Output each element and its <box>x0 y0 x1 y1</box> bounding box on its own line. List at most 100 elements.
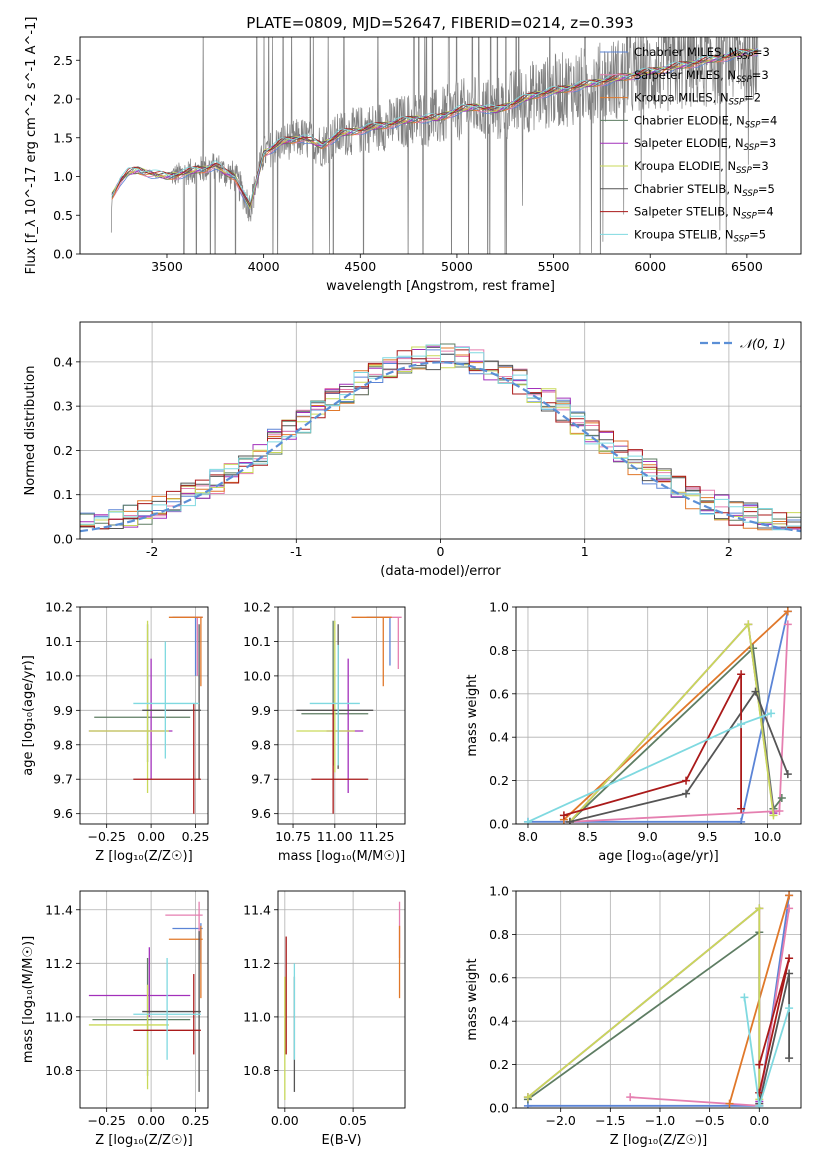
mass_vs_ebv-axes: 0.00 0.05 10.8 11.0 11.2 11.4 E(B-V) <box>243 890 406 1148</box>
spectrum-ytick-label: 1.5 <box>53 130 73 145</box>
spectrum-plot-area <box>110 37 759 254</box>
age_vs_mass-xtick-label: 10.75 <box>275 829 311 844</box>
mw_vs_age-line-kroupa-stelib <box>527 712 772 823</box>
mw_vs_age-xtick-label: 8.5 <box>578 829 598 844</box>
mass_vs_Z-axes: −0.25 0.00 0.25 10.8 11.0 11.2 11.4 Z [log₁₀(Z/… <box>21 890 209 1148</box>
mw_vs_Z-axes: −2.0 −1.5 −1.0 −0.5 0.0 0.0 0.2 0.4 0.6 0.8 1.0 Z [… <box>465 884 802 1148</box>
age_vs_mass-plot-area <box>296 616 402 814</box>
spectrum-model-salpeter-miles <box>111 53 759 208</box>
spectrum-xtick-label: 5500 <box>538 259 570 274</box>
mass_vs_Z-ytick-label: 11.4 <box>45 902 73 917</box>
legend-label-salpeter-miles: Salpeter MILES, NSSP=3 <box>634 68 769 85</box>
residuals-xtick-label: 2 <box>725 544 733 559</box>
mw_vs_age-marker-chabrier-elodie <box>749 644 758 653</box>
age_vs_mass-ytick-label: 9.7 <box>251 772 271 787</box>
age_vs_Z-ytick-label: 9.8 <box>53 737 73 752</box>
mass_vs_Z-xtick-label: 0.00 <box>137 1113 165 1128</box>
age_vs_Z-ytick-label: 10.0 <box>45 668 73 683</box>
mw_vs_Z-line-chabrier-miles <box>527 895 790 1107</box>
mw_vs_Z-ylabel: mass weight <box>465 958 480 1040</box>
mw_vs_age-ytick-label: 0.0 <box>489 817 509 832</box>
mass_vs_Z-xtick-label: −0.25 <box>88 1113 126 1128</box>
mw_vs_age-marker-kroupa-stelib <box>737 720 746 729</box>
mw_vs_age-frame <box>515 606 802 825</box>
mw_vs_Z-xtick-label: −1.0 <box>645 1113 675 1128</box>
mass_vs_ebv-ytick-label: 10.8 <box>243 1063 271 1078</box>
spectrum-model-kroupa-elodie <box>111 48 759 210</box>
mw_vs_age-xtick-label: 10.0 <box>754 829 782 844</box>
mw_vs_Z-marker-kroupa-stelib <box>785 1004 794 1013</box>
mass_vs_ebv-ytick-label: 11.0 <box>243 1009 271 1024</box>
mw_vs_age-axes: 8.0 8.5 9.0 9.5 10.0 0.0 0.2 0.4 0.6 0.8 1.0 age [l… <box>465 600 802 864</box>
age_vs_Z-ytick-label: 9.7 <box>53 772 73 787</box>
legend-label-kroupa-miles: Kroupa MILES, NSSP=2 <box>634 91 761 108</box>
age_vs_Z-xtick-label: 0.00 <box>137 829 165 844</box>
mw_vs_Z-ytick-label: 0.4 <box>489 1014 509 1029</box>
residuals-ytick-label: 0.0 <box>53 532 73 547</box>
normal-legend-label: 𝒩(0, 1) <box>740 336 786 351</box>
spectrum-xtick-label: 6500 <box>731 259 763 274</box>
spectrum-xlabel: wavelength [Angstrom, rest frame] <box>326 279 555 294</box>
residuals-ylabel: Normed distribution <box>23 366 38 496</box>
age_vs_Z-xtick-label: 0.25 <box>182 829 210 844</box>
age_vs_mass-ytick-label: 10.0 <box>243 668 271 683</box>
mw_vs_Z-xtick-label: −0.5 <box>694 1113 724 1128</box>
spectrum-xtick-label: 3500 <box>151 259 183 274</box>
age_vs_Z-ylabel: age [log₁₀(age/yr)] <box>21 655 36 776</box>
mw_vs_age-ytick-label: 0.8 <box>489 643 509 658</box>
figure-title: PLATE=0809, MJD=52647, FIBERID=0214, z=0… <box>246 14 633 32</box>
spectrum-model-chabrier-elodie <box>111 49 758 209</box>
legend-label-salpeter-stelib: Salpeter STELIB, NSSP=4 <box>634 205 774 222</box>
mw_vs_age-ytick-label: 0.6 <box>489 686 509 701</box>
age_vs_mass-ytick-label: 10.2 <box>243 600 271 615</box>
mw_vs_Z-xtick-label: −2.0 <box>546 1113 576 1128</box>
mw_vs_Z-line-kroupa-elodie <box>527 906 761 1100</box>
mw_vs_Z-ytick-label: 0.0 <box>489 1101 509 1116</box>
spectrum-ytick-label: 1.0 <box>53 169 73 184</box>
age_vs_Z-ytick-label: 10.1 <box>45 634 73 649</box>
mw_vs_age-ytick-label: 1.0 <box>489 600 509 615</box>
mw_vs_Z-ytick-label: 0.8 <box>489 927 509 942</box>
age_vs_Z-xtick-label: −0.25 <box>88 829 126 844</box>
mw_vs_age-marker-kroupa-elodie <box>769 811 778 820</box>
legend-label-chabrier-elodie: Chabrier ELODIE, NSSP=4 <box>634 113 777 130</box>
mass_vs_Z-ytick-label: 11.0 <box>45 1009 73 1024</box>
spectrum-xtick-label: 6000 <box>634 259 666 274</box>
mw_vs_Z-marker-kroupa-stelib <box>740 993 749 1002</box>
age_vs_mass-frame <box>277 606 406 825</box>
spectrum-ytick-label: 0.5 <box>53 208 73 223</box>
mw_vs_Z-line-chabrier-elodie <box>527 930 761 1101</box>
mw_vs_Z-marker-kroupa-miles <box>725 1099 734 1108</box>
residuals-xtick-label: 1 <box>581 544 589 559</box>
residuals-plot-area <box>80 343 801 533</box>
spectrum-legend: Chabrier MILES, NSSP=3 Salpeter MILES, NS… <box>600 45 777 244</box>
residuals-xtick-label: -2 <box>146 544 158 559</box>
spectrum-xtick-label: 4500 <box>344 259 376 274</box>
mw_vs_age-line-chabrier-miles <box>528 611 789 823</box>
mw_vs_age-marker-salpeter-stelib <box>682 776 691 785</box>
mass_vs_ebv-xlabel: E(B-V) <box>321 1133 361 1148</box>
spectrum-data-line <box>110 37 759 254</box>
age_vs_Z-frame <box>79 606 209 825</box>
mw_vs_age-marker-salpeter-stelib <box>737 670 746 679</box>
residuals-xtick-label: -1 <box>290 544 302 559</box>
mw_vs_age-marker-chabrier-stelib <box>682 789 691 798</box>
age_vs_mass-ytick-label: 9.6 <box>251 806 271 821</box>
mw_vs_Z-plot-area <box>523 891 794 1108</box>
mass_vs_Z-xlabel: Z [log₁₀(Z/Z☉)] <box>95 1133 192 1148</box>
mw_vs_Z-marker-salpeter-stelib <box>755 1060 764 1069</box>
mw_vs_age-xtick-label: 9.0 <box>638 829 658 844</box>
mw_vs_Z-marker-salpeter-miles <box>785 904 794 913</box>
mw_vs_age-line-chabrier-elodie <box>569 646 783 823</box>
legend-label-chabrier-stelib: Chabrier STELIB, NSSP=5 <box>634 182 775 199</box>
mw_vs_Z-ytick-label: 0.2 <box>489 1057 509 1072</box>
mw_vs_age-marker-chabrier-stelib <box>783 770 792 779</box>
residuals-axes: -2 -1 0 1 2 0.0 0.1 0.2 0.3 0.4 (data-model)/error… <box>23 321 802 579</box>
mw_vs_age-marker-salpeter-miles <box>783 620 792 629</box>
mw_vs_Z-marker-salpeter-miles <box>626 1093 635 1102</box>
mass_vs_Z-frame <box>79 890 209 1109</box>
mw_vs_Z-ytick-label: 0.6 <box>489 970 509 985</box>
mass_vs_ebv-ytick-label: 11.2 <box>243 956 271 971</box>
mw_vs_age-plot-area <box>523 607 792 824</box>
